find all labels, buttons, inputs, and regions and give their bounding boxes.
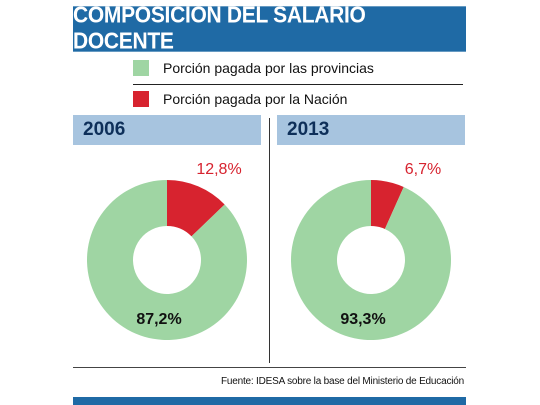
donut-slice-2013-0 xyxy=(371,180,404,229)
donut-svg-2006: 12,8% 87,2% xyxy=(87,161,248,340)
legend-item-nation: Porción pagada por la Nación xyxy=(133,91,433,107)
legend-label-nation: Porción pagada por la Nación xyxy=(163,91,348,107)
donut-chart-2006: 12,8% 87,2% xyxy=(72,150,272,355)
legend-label-provinces: Porción pagada por las provincias xyxy=(163,60,374,76)
panel-title-2013: 2013 xyxy=(277,115,465,145)
slice-label-2013-1: 93,3% xyxy=(340,311,385,328)
bottom-bar xyxy=(73,397,466,405)
footer-divider xyxy=(73,367,466,368)
chart-title: COMPOSICIÓN DEL SALARIO DOCENTE xyxy=(73,3,466,54)
donut-slice-2006-0 xyxy=(167,180,225,237)
donut-slice-2006-1 xyxy=(87,180,248,340)
donut-chart-2013: 6,7% 93,3% xyxy=(276,150,476,355)
panel-divider xyxy=(269,118,270,363)
panel-title-2006: 2006 xyxy=(73,115,261,145)
slice-label-2013-0: 6,7% xyxy=(405,161,441,178)
donut-svg-2013: 6,7% 93,3% xyxy=(291,161,451,340)
legend-divider xyxy=(133,84,463,85)
legend-swatch-nation xyxy=(133,91,149,107)
donut-slice-2013-1 xyxy=(291,180,451,340)
slice-label-2006-0: 12,8% xyxy=(196,161,241,178)
slice-label-2006-1: 87,2% xyxy=(136,311,181,328)
source-note: Fuente: IDESA sobre la base del Minister… xyxy=(220,376,464,387)
legend-swatch-provinces xyxy=(133,60,149,76)
legend-item-provinces: Porción pagada por las provincias xyxy=(133,60,433,76)
